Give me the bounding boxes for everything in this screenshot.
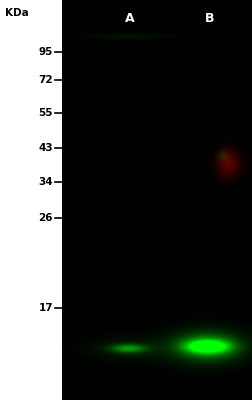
Text: 26: 26 [39, 213, 53, 223]
Text: 95: 95 [39, 47, 53, 57]
Text: A: A [125, 12, 135, 24]
Text: 34: 34 [38, 177, 53, 187]
Text: B: B [205, 12, 215, 24]
Text: 55: 55 [39, 108, 53, 118]
Text: 17: 17 [38, 303, 53, 313]
Text: 43: 43 [38, 143, 53, 153]
Text: 72: 72 [38, 75, 53, 85]
Text: KDa: KDa [5, 8, 29, 18]
